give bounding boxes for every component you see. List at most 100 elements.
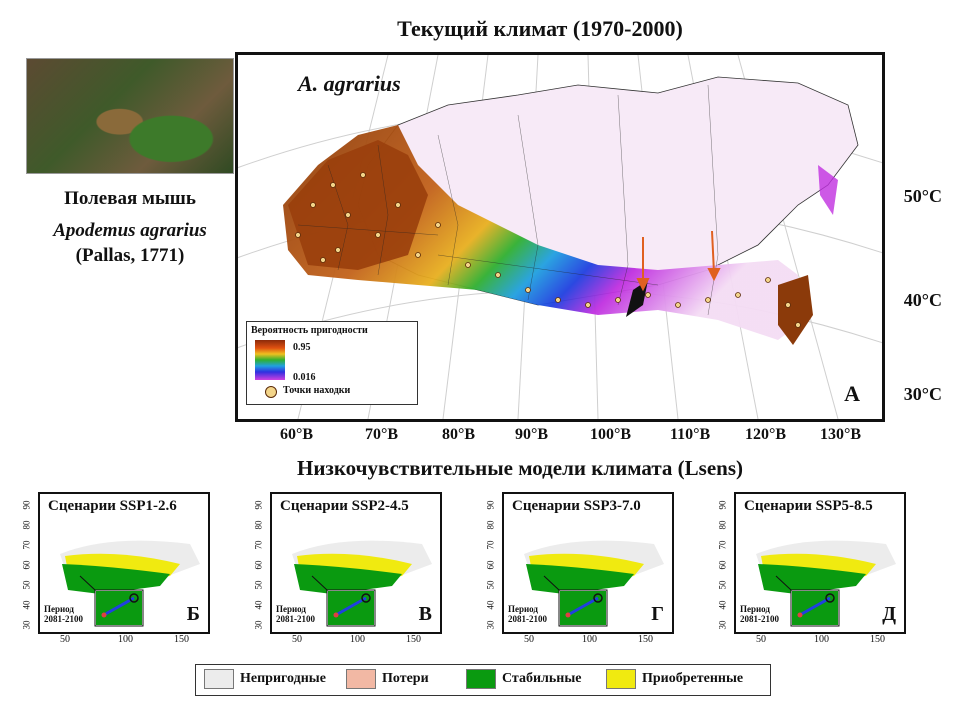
scenario-panel: 90 80 70 60 50 40 30 Сценарии SSP5-8.5 Период 208… bbox=[716, 492, 906, 645]
species-common-name: Полевая мышь bbox=[64, 188, 196, 209]
panel-y-tick: 40 bbox=[21, 600, 32, 610]
panel-x-tick: 50 bbox=[524, 634, 534, 645]
panel-y-tick: 30 bbox=[21, 620, 32, 630]
suitability-legend: Вероятность пригодности 0.95 0.016 Точки… bbox=[246, 321, 418, 405]
species-latin-name: Apodemus agrarius bbox=[53, 220, 207, 241]
panel-x-axis: 50 100 150 bbox=[38, 634, 208, 646]
panel-x-tick: 50 bbox=[292, 634, 302, 645]
occurrence-point-icon bbox=[265, 386, 277, 398]
legend-max: 0.95 bbox=[293, 342, 311, 353]
scenario-map-svg bbox=[292, 540, 432, 627]
legend-label-unsuitable: Непригодные bbox=[240, 671, 326, 686]
scenario-period: Период 2081-2100 bbox=[508, 604, 547, 624]
period-label: Период bbox=[508, 604, 538, 614]
period-years: 2081-2100 bbox=[276, 614, 315, 624]
panel-y-tick: 90 bbox=[485, 500, 496, 510]
panel-y-tick: 90 bbox=[253, 500, 264, 510]
scenario-map: Сценарии SSP2-4.5 Период 2081-2100 В bbox=[270, 492, 442, 634]
panel-x-tick: 150 bbox=[174, 634, 189, 645]
species-map-label: A. agrarius bbox=[298, 71, 401, 96]
panel-y-tick: 80 bbox=[717, 520, 728, 530]
scenario-title: Сценарии SSP1-2.6 bbox=[48, 498, 177, 514]
panel-letter-a: A bbox=[844, 381, 860, 406]
lon-120: 120°В bbox=[745, 426, 787, 443]
panel-y-tick: 40 bbox=[717, 600, 728, 610]
panel-x-tick: 50 bbox=[60, 634, 70, 645]
legend-label-gained: Приобретенные bbox=[642, 671, 744, 686]
panel-y-axis: 90 80 70 60 50 40 30 bbox=[716, 494, 732, 630]
main-map-svg bbox=[238, 55, 882, 419]
species-author: (Pallas, 1771) bbox=[75, 245, 185, 266]
legend-label-losses: Потери bbox=[382, 671, 429, 686]
lon-70: 70°В bbox=[365, 426, 399, 443]
scenario-map: Сценарии SSP1-2.6 Период 2081-2100 Б bbox=[38, 492, 210, 634]
legend-points: Точки находки bbox=[283, 385, 351, 396]
scenario-map: Сценарии SSP3-7.0 Период 2081-2100 Г bbox=[502, 492, 674, 634]
panel-y-tick: 50 bbox=[21, 580, 32, 590]
scenario-panel: 90 80 70 60 50 40 30 Сценарии SSP2-4.5 Период 208… bbox=[252, 492, 442, 645]
panel-x-tick: 150 bbox=[870, 634, 885, 645]
lon-110: 110°В bbox=[670, 426, 711, 443]
legend-label-stable: Стабильные bbox=[502, 671, 582, 686]
panel-y-tick: 70 bbox=[21, 540, 32, 550]
panel-y-tick: 40 bbox=[485, 600, 496, 610]
panel-y-tick: 90 bbox=[21, 500, 32, 510]
panel-y-tick: 50 bbox=[485, 580, 496, 590]
panel-x-tick: 100 bbox=[582, 634, 597, 645]
lat-40: 40°C bbox=[903, 290, 942, 310]
panel-x-axis: 50 100 150 bbox=[734, 634, 904, 646]
field-mouse-photo bbox=[26, 58, 234, 174]
scenario-map: Сценарии SSP5-8.5 Период 2081-2100 Д bbox=[734, 492, 906, 634]
panel-x-tick: 100 bbox=[350, 634, 365, 645]
scenario-title: Сценарии SSP5-8.5 bbox=[744, 498, 873, 514]
middle-title: Низкочувствительные модели климата (Lsen… bbox=[296, 456, 743, 480]
panel-y-tick: 70 bbox=[485, 540, 496, 550]
lon-60: 60°В bbox=[280, 426, 314, 443]
scenario-title: Сценарии SSP3-7.0 bbox=[512, 498, 641, 514]
lon-80: 80°В bbox=[442, 426, 476, 443]
lat-30: 30°C bbox=[903, 384, 942, 404]
panel-x-tick: 100 bbox=[118, 634, 133, 645]
panel-y-tick: 50 bbox=[253, 580, 264, 590]
unsuitable-swatch bbox=[204, 669, 234, 689]
scenario-panel: 90 80 70 60 50 40 30 Сценарии SSP3-7.0 Период 208… bbox=[484, 492, 674, 645]
scenario-period: Период 2081-2100 bbox=[44, 604, 83, 624]
losses-swatch bbox=[346, 669, 376, 689]
panel-x-tick: 150 bbox=[406, 634, 421, 645]
scenario-map-svg bbox=[524, 540, 664, 627]
period-label: Период bbox=[276, 604, 306, 614]
scenario-period: Период 2081-2100 bbox=[740, 604, 779, 624]
panel-y-tick: 60 bbox=[485, 560, 496, 570]
change-legend: Непригодные Потери Стабильные Приобретен… bbox=[195, 664, 771, 696]
panel-y-tick: 80 bbox=[485, 520, 496, 530]
legend-item-gained: Приобретенные bbox=[606, 669, 743, 689]
scenario-letter: Б bbox=[186, 603, 200, 625]
panel-y-tick: 90 bbox=[717, 500, 728, 510]
panel-y-tick: 80 bbox=[21, 520, 32, 530]
scenario-letter: В bbox=[418, 603, 432, 625]
panel-x-axis: 50 100 150 bbox=[270, 634, 440, 646]
period-label: Период bbox=[44, 604, 74, 614]
lat-50: 50°C bbox=[903, 186, 942, 206]
panel-x-axis: 50 100 150 bbox=[502, 634, 672, 646]
lon-130: 130°В bbox=[820, 426, 862, 443]
legend-item-stable: Стабильные bbox=[466, 669, 582, 689]
panel-y-tick: 60 bbox=[253, 560, 264, 570]
period-years: 2081-2100 bbox=[44, 614, 83, 624]
panel-y-tick: 30 bbox=[717, 620, 728, 630]
scenario-title: Сценарии SSP2-4.5 bbox=[280, 498, 409, 514]
longitude-labels: 60°В 70°В 80°В 90°В 100°В 110°В 120°В 13… bbox=[260, 426, 862, 448]
legend-item-losses: Потери bbox=[346, 669, 429, 689]
period-label: Период bbox=[740, 604, 770, 614]
scenario-letter: Д bbox=[882, 603, 896, 625]
panel-x-tick: 50 bbox=[756, 634, 766, 645]
legend-color-bar bbox=[255, 340, 285, 380]
panel-y-tick: 40 bbox=[253, 600, 264, 610]
lon-90: 90°В bbox=[515, 426, 549, 443]
period-years: 2081-2100 bbox=[508, 614, 547, 624]
scenario-map-svg bbox=[756, 540, 896, 627]
panel-y-tick: 70 bbox=[253, 540, 264, 550]
panel-y-tick: 50 bbox=[717, 580, 728, 590]
panel-y-tick: 30 bbox=[253, 620, 264, 630]
gained-swatch bbox=[606, 669, 636, 689]
